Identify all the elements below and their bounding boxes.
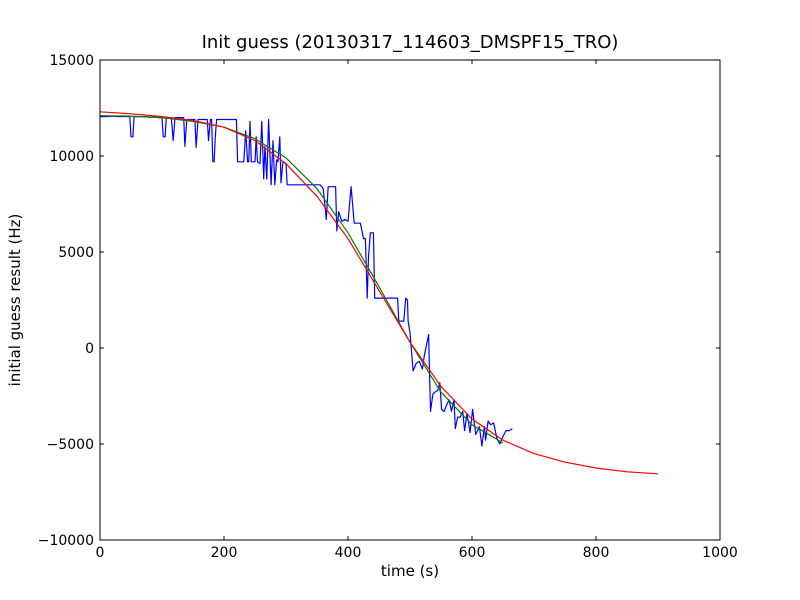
y-axis-label: initial guess result (Hz)	[6, 214, 24, 387]
x-tick-label: 200	[211, 545, 238, 561]
x-axis-label: time (s)	[381, 562, 439, 580]
measured-guess-line	[100, 115, 513, 447]
smoothed-fit-line	[99, 115, 504, 444]
y-tick-label: 5000	[58, 245, 94, 261]
plot-frame	[99, 59, 721, 541]
y-tick-label: −10000	[38, 533, 94, 549]
x-tick-label: 600	[459, 545, 486, 561]
x-tick-label: 1000	[702, 545, 738, 561]
model-fit-line	[99, 111, 659, 475]
y-tick-label: 0	[85, 341, 94, 357]
y-tick-label: −5000	[47, 437, 94, 453]
series-layer	[99, 111, 659, 475]
y-tick-label: 10000	[49, 149, 94, 165]
chart-title: Init guess (20130317_114603_DMSPF15_TRO)	[202, 32, 619, 53]
x-tick-label: 400	[335, 545, 362, 561]
y-tick-label: 15000	[49, 53, 94, 69]
x-tick-label: 0	[96, 545, 105, 561]
plot-area	[100, 60, 720, 540]
x-tick-label: 800	[583, 545, 610, 561]
tick-layer: 0 200 400 600 800 1000 −10000 −5000 0 5000 10000 15…	[38, 53, 738, 561]
